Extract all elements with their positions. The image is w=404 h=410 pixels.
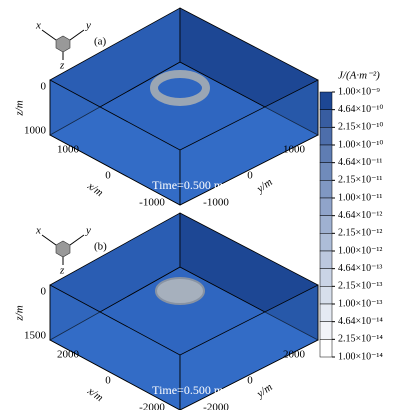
z-axis-title: z/m bbox=[14, 100, 26, 116]
colorbar-label: 1.00×10⁻¹¹ bbox=[338, 192, 382, 203]
colorbar-label: 2.15×10⁻¹⁰ bbox=[338, 122, 383, 133]
y-tick-label: 1000 bbox=[283, 144, 306, 156]
colorbar-label: 2.15×10⁻¹² bbox=[338, 228, 382, 239]
z-tick-label: 1500 bbox=[24, 330, 47, 342]
current-ring bbox=[150, 70, 210, 106]
y-tick-label: 0 bbox=[247, 170, 253, 182]
colorbar-cell bbox=[319, 250, 333, 269]
panel: x y z (a) 0 1000 z/m 1000 0 -1000 x/m -1000 0 1000 y/m… bbox=[14, 7, 319, 209]
colorbar-cell bbox=[319, 233, 333, 252]
triad-z-label: z bbox=[59, 60, 65, 72]
colorbar-label: 4.64×10⁻¹⁴ bbox=[338, 316, 383, 327]
panel-label: (b) bbox=[94, 241, 107, 253]
colorbar-cell bbox=[319, 286, 333, 305]
colorbar-label: 4.64×10⁻¹² bbox=[338, 210, 382, 221]
y-tick-label: -2000 bbox=[203, 402, 229, 410]
colorbar-label: 4.64×10⁻¹³ bbox=[338, 263, 382, 274]
colorbar-cell bbox=[319, 180, 333, 199]
z-tick-label: 0 bbox=[41, 286, 47, 298]
colorbar-cell bbox=[319, 268, 333, 287]
x-tick-label: -1000 bbox=[139, 197, 165, 209]
colorbar-cell bbox=[319, 144, 333, 163]
colorbar-label: 4.64×10⁻¹¹ bbox=[338, 157, 382, 168]
y-tick-label: -1000 bbox=[203, 197, 229, 209]
front-face-right bbox=[179, 284, 319, 410]
y-axis-title: y/m bbox=[254, 176, 275, 196]
x-axis-title: x/m bbox=[84, 385, 105, 405]
x-tick-label: 0 bbox=[105, 375, 111, 387]
triad-y bbox=[69, 234, 85, 246]
colorbar-label: 1.00×10⁻¹⁰ bbox=[338, 139, 383, 150]
colorbar-label: 1.00×10⁻¹³ bbox=[338, 298, 382, 309]
x-tick-label: -2000 bbox=[139, 402, 165, 410]
triad-x-label: x bbox=[35, 20, 41, 32]
front-face-right bbox=[179, 79, 319, 206]
time-label: Time=0.500 ms bbox=[152, 178, 228, 192]
y-tick-label: 0 bbox=[247, 375, 253, 387]
colorbar-cell bbox=[319, 339, 333, 358]
colorbar-label: 2.15×10⁻¹¹ bbox=[338, 175, 382, 186]
triad-cube bbox=[55, 240, 71, 258]
colorbar-title: J/(A·m⁻²) bbox=[338, 70, 380, 82]
time-label: Time=0.500 ms bbox=[152, 383, 228, 397]
z-tick-label: 1000 bbox=[24, 125, 47, 137]
x-tick-label: 1000 bbox=[57, 144, 80, 156]
z-axis-title: z/m bbox=[14, 305, 26, 321]
triad-x-label: x bbox=[35, 225, 41, 237]
y-axis-title: y/m bbox=[254, 381, 275, 401]
y-tick-label: 2000 bbox=[283, 349, 306, 361]
colorbar-cell bbox=[319, 91, 333, 110]
triad-y-label: y bbox=[85, 20, 91, 32]
front-face-left bbox=[49, 284, 181, 410]
colorbar-cell bbox=[319, 303, 333, 322]
colorbar-cell bbox=[319, 127, 333, 146]
triad-y bbox=[69, 29, 85, 41]
triad-x bbox=[41, 234, 57, 246]
colorbar-label: 4.64×10⁻¹⁰ bbox=[338, 104, 383, 115]
colorbar-label: 1.00×10⁻¹² bbox=[338, 245, 382, 256]
x-axis-title: x/m bbox=[84, 180, 105, 200]
colorbar-label: 2.15×10⁻¹³ bbox=[338, 281, 382, 292]
triad-y-label: y bbox=[85, 225, 91, 237]
triad-cube bbox=[55, 35, 71, 53]
z-tick-label: 0 bbox=[41, 81, 47, 93]
colorbar-cell bbox=[319, 109, 333, 128]
colorbar-label: 1.00×10⁻¹⁴ bbox=[338, 351, 383, 362]
colorbar-label: 2.15×10⁻¹⁴ bbox=[338, 334, 383, 345]
panel-label: (a) bbox=[94, 36, 107, 48]
triad-x bbox=[41, 29, 57, 41]
colorbar-cell bbox=[319, 197, 333, 216]
current-disk bbox=[155, 277, 205, 305]
colorbar-cell bbox=[319, 162, 333, 181]
triad-z-label: z bbox=[59, 265, 65, 277]
panel: x y z (b) 0 1500 z/m 2000 0 -2000 x/m -2000 0 2000 y/m… bbox=[14, 212, 319, 410]
x-tick-label: 0 bbox=[105, 170, 111, 182]
colorbar-label: 1.00×10⁻⁹ bbox=[338, 86, 380, 97]
colorbar-cell bbox=[319, 321, 333, 340]
colorbar-cell bbox=[319, 215, 333, 234]
x-tick-label: 2000 bbox=[57, 349, 80, 361]
